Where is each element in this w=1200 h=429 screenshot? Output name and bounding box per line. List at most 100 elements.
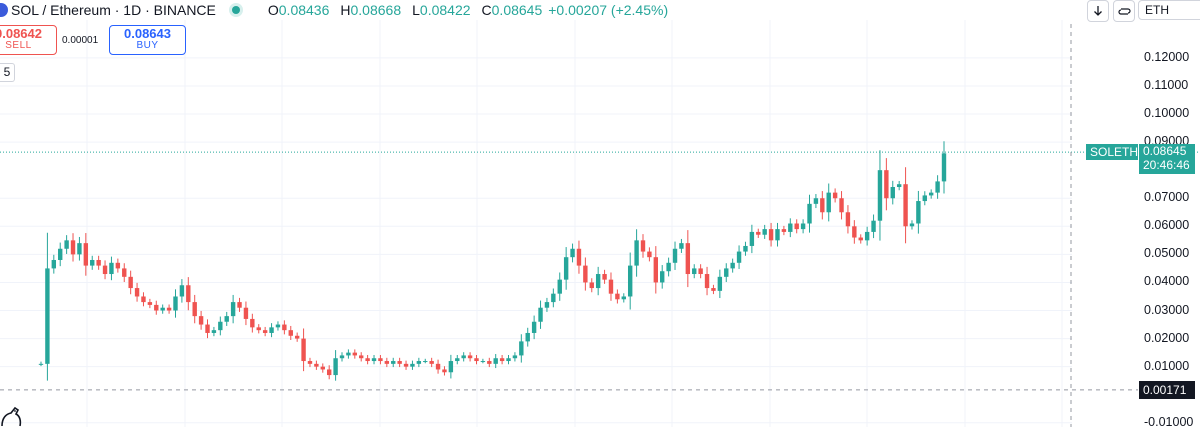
- candle-body: [461, 355, 466, 359]
- candle: [647, 247, 652, 262]
- candle-body: [70, 240, 76, 255]
- candle-body: [147, 302, 153, 305]
- candle: [109, 256, 114, 281]
- buy-button[interactable]: 0.08643 BUY: [109, 25, 186, 55]
- candle-body: [679, 243, 684, 249]
- candle: [397, 357, 402, 368]
- candle: [237, 297, 242, 312]
- candle: [871, 214, 876, 239]
- price-change: +0.00207 (+2.45%): [548, 2, 669, 18]
- candle-body: [922, 195, 927, 202]
- candle: [679, 238, 684, 253]
- candle-body: [83, 243, 89, 266]
- sell-button[interactable]: 0.08642 SELL: [0, 25, 57, 55]
- candle: [730, 258, 735, 273]
- candle: [896, 180, 902, 191]
- candle: [775, 222, 780, 247]
- candle: [711, 284, 716, 295]
- candle: [864, 226, 870, 246]
- candle-body: [730, 262, 735, 269]
- candle-body: [935, 181, 940, 193]
- candle: [653, 246, 659, 294]
- candle: [544, 297, 550, 312]
- sell-price: 0.08642: [0, 26, 42, 41]
- candle-body: [768, 229, 774, 241]
- currency-select[interactable]: ETH: [1138, 0, 1200, 20]
- candle-body: [538, 307, 543, 322]
- candle-body: [525, 332, 530, 342]
- candle-body: [211, 330, 217, 333]
- candle-body: [205, 324, 210, 333]
- symbol-legend[interactable]: SOL / Ethereum · 1D · BINANCE O0.08436 H…: [0, 0, 668, 20]
- compare-button[interactable]: [1113, 0, 1135, 22]
- candle: [698, 264, 703, 279]
- candle: [186, 277, 191, 311]
- candle-body: [141, 296, 146, 303]
- candle-body: [301, 338, 306, 362]
- y-tick-label: 0.12000: [1144, 49, 1190, 64]
- download-button[interactable]: [1087, 0, 1109, 22]
- candle-body: [608, 279, 614, 294]
- y-tick-label: 0.10000: [1144, 106, 1190, 121]
- candle-body: [320, 366, 325, 370]
- y-tick-label: 0.04000: [1144, 274, 1190, 289]
- candle-body: [378, 358, 383, 362]
- candle: [467, 352, 473, 362]
- crosshair-price-badge: 0.00171: [1139, 380, 1195, 399]
- candle-body: [371, 358, 377, 362]
- candle-body: [563, 257, 569, 280]
- candle: [570, 243, 575, 263]
- candle-body: [512, 355, 518, 359]
- candle-body: [615, 293, 620, 300]
- candle-body: [230, 302, 236, 317]
- candle: [499, 355, 505, 365]
- y-tick-label: 0.05000: [1144, 246, 1190, 261]
- candle-body: [711, 288, 716, 291]
- candle: [128, 270, 133, 295]
- candle: [198, 310, 204, 330]
- candle: [442, 366, 447, 376]
- candle-body: [743, 245, 748, 252]
- candle: [640, 234, 646, 258]
- candle: [275, 321, 281, 331]
- candle-body: [391, 361, 396, 364]
- candle: [96, 255, 101, 270]
- candle-body: [384, 361, 390, 364]
- candle-body: [717, 276, 723, 291]
- candle-body: [90, 259, 95, 266]
- candle-body: [589, 282, 594, 289]
- candle: [551, 288, 556, 308]
- candle: [890, 180, 895, 205]
- candle: [563, 247, 569, 290]
- candle-body: [314, 363, 319, 367]
- candle-body: [455, 358, 460, 362]
- buy-price: 0.08643: [124, 26, 171, 41]
- y-tick-label: 0.03000: [1144, 302, 1190, 317]
- candle: [531, 315, 537, 340]
- interval-chip[interactable]: 5: [0, 63, 15, 82]
- candle: [941, 141, 947, 194]
- candle: [154, 300, 159, 315]
- candle: [724, 263, 729, 283]
- candle-body: [640, 240, 646, 252]
- candle: [262, 326, 268, 337]
- candle-body: [96, 259, 101, 266]
- candle: [788, 218, 793, 238]
- symbol-title[interactable]: SOL / Ethereum · 1D · BINANCE: [11, 2, 216, 18]
- candle: [820, 191, 825, 220]
- candle: [211, 326, 217, 337]
- candle-body: [832, 192, 838, 199]
- candle: [90, 255, 95, 270]
- y-tick-label: 0.11000: [1144, 77, 1189, 92]
- candle-body: [109, 262, 114, 275]
- candle-body: [724, 268, 729, 277]
- candle: [70, 233, 76, 262]
- ohlc-low: L0.08422: [412, 2, 471, 18]
- candle: [461, 352, 466, 362]
- reference-lines: [0, 24, 1200, 427]
- candle: [359, 352, 364, 362]
- candle: [179, 279, 185, 303]
- candle-body: [77, 243, 82, 255]
- candle-body: [698, 268, 703, 275]
